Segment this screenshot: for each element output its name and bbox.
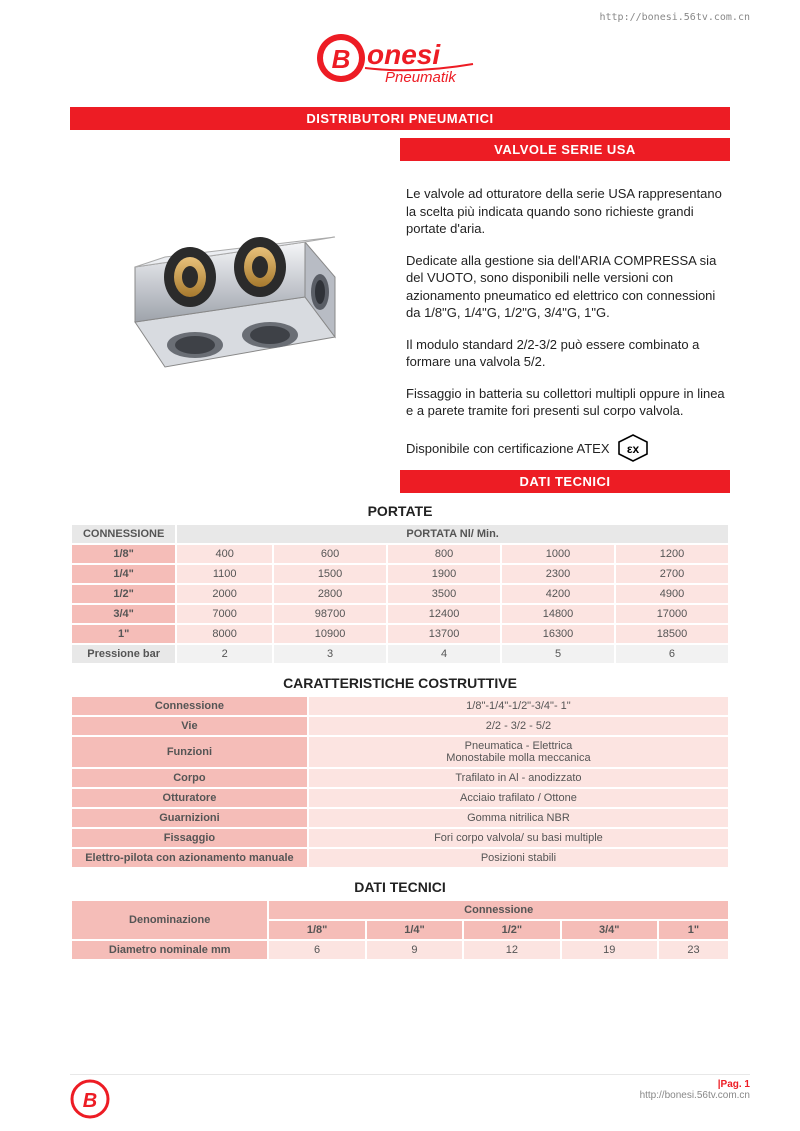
- caratt-val: 2/2 - 3/2 - 5/2: [308, 716, 729, 736]
- sub-title-bar: VALVOLE SERIE USA: [400, 138, 730, 161]
- caratt-key: Vie: [71, 716, 308, 736]
- portate-cell: 18500: [615, 624, 729, 644]
- dati-cell: 9: [366, 940, 463, 960]
- main-title-bar: DISTRIBUTORI PNEUMATICI: [70, 107, 730, 130]
- portate-conn: 1": [71, 624, 176, 644]
- page-number: |Pag. 1: [718, 1079, 750, 1090]
- portate-cell: 16300: [501, 624, 615, 644]
- portate-cell: 400: [176, 544, 273, 564]
- caratt-key: Corpo: [71, 768, 308, 788]
- portate-cell: 2700: [615, 564, 729, 584]
- portate-press-cell: 2: [176, 644, 273, 664]
- atex-icon: εx: [618, 434, 648, 462]
- dati-head-denom: Denominazione: [71, 900, 268, 940]
- paragraph-3: Il modulo standard 2/2-3/2 può essere co…: [406, 336, 730, 371]
- portate-press-cell: 6: [615, 644, 729, 664]
- portate-title: PORTATE: [70, 503, 730, 519]
- dati-col: 1/4": [366, 920, 463, 940]
- portate-cell: 800: [387, 544, 501, 564]
- caratt-val: Fori corpo valvola/ su basi multiple: [308, 828, 729, 848]
- caratt-val: Trafilato in Al - anodizzato: [308, 768, 729, 788]
- portate-cell: 2000: [176, 584, 273, 604]
- portate-cell: 1100: [176, 564, 273, 584]
- portate-cell: 4900: [615, 584, 729, 604]
- dati-col: 1": [658, 920, 729, 940]
- paragraph-4: Fissaggio in batteria su collettori mult…: [406, 385, 730, 420]
- svg-text:B: B: [332, 44, 351, 74]
- portate-cell: 12400: [387, 604, 501, 624]
- portate-press-cell: 5: [501, 644, 615, 664]
- product-image: [70, 167, 400, 462]
- dati-row-label: Diametro nominale mm: [71, 940, 268, 960]
- description-text: Le valvole ad otturatore della serie USA…: [400, 167, 730, 462]
- portate-cell: 8000: [176, 624, 273, 644]
- dati-tecnici-table: DenominazioneConnessione1/8"1/4"1/2"3/4"…: [70, 899, 730, 961]
- dati-cell: 19: [561, 940, 658, 960]
- portate-cell: 3500: [387, 584, 501, 604]
- portate-cell: 98700: [273, 604, 387, 624]
- caratt-val: Acciaio trafilato / Ottone: [308, 788, 729, 808]
- paragraph-2: Dedicate alla gestione sia dell'ARIA COM…: [406, 252, 730, 322]
- brand-logo: B onesi Pneumatik: [70, 30, 730, 95]
- brand-sub: Pneumatik: [385, 69, 457, 86]
- caratt-val: 1/8"-1/4"-1/2"-3/4"- 1": [308, 696, 729, 716]
- dati-col: 1/8": [268, 920, 365, 940]
- caratt-key: Funzioni: [71, 736, 308, 768]
- portate-cell: 1900: [387, 564, 501, 584]
- portate-cell: 2800: [273, 584, 387, 604]
- dati-col: 3/4": [561, 920, 658, 940]
- portate-cell: 4200: [501, 584, 615, 604]
- portate-cell: 10900: [273, 624, 387, 644]
- portate-cell: 2300: [501, 564, 615, 584]
- caratt-key: Elettro-pilota con azionamento manuale: [71, 848, 308, 868]
- footer-logo: B: [70, 1079, 110, 1119]
- svg-text:εx: εx: [626, 442, 639, 456]
- portate-cell: 14800: [501, 604, 615, 624]
- dati-col: 1/2": [463, 920, 560, 940]
- caratteristiche-title: CARATTERISTICHE COSTRUTTIVE: [70, 675, 730, 691]
- portate-cell: 1200: [615, 544, 729, 564]
- caratt-key: Connessione: [71, 696, 308, 716]
- brand-name: onesi: [367, 39, 441, 70]
- portate-cell: 17000: [615, 604, 729, 624]
- caratt-val: Gomma nitrilica NBR: [308, 808, 729, 828]
- portate-table: CONNESSIONEPORTATA Nl/ Min.1/8"400600800…: [70, 523, 730, 665]
- caratt-val: Pneumatica - ElettricaMonostabile molla …: [308, 736, 729, 768]
- portate-press-label: Pressione bar: [71, 644, 176, 664]
- portate-cell: 13700: [387, 624, 501, 644]
- dati-tecnici-title: DATI TECNICI: [70, 879, 730, 895]
- dati-head-conn: Connessione: [268, 900, 729, 920]
- paragraph-5: Disponibile con certificazione ATEX: [406, 441, 610, 456]
- caratteristiche-table: Connessione1/8"-1/4"-1/2"-3/4"- 1"Vie2/2…: [70, 695, 730, 869]
- portate-head-val: PORTATA Nl/ Min.: [176, 524, 729, 544]
- portate-cell: 600: [273, 544, 387, 564]
- portate-conn: 1/8": [71, 544, 176, 564]
- portate-head-conn: CONNESSIONE: [71, 524, 176, 544]
- dati-tecnici-bar: DATI TECNICI: [400, 470, 730, 493]
- portate-cell: 1000: [501, 544, 615, 564]
- portate-cell: 7000: [176, 604, 273, 624]
- caratt-key: Guarnizioni: [71, 808, 308, 828]
- caratt-key: Fissaggio: [71, 828, 308, 848]
- paragraph-1: Le valvole ad otturatore della serie USA…: [406, 185, 730, 238]
- portate-press-cell: 4: [387, 644, 501, 664]
- caratt-val: Posizioni stabili: [308, 848, 729, 868]
- svg-text:B: B: [83, 1090, 97, 1112]
- portate-conn: 1/2": [71, 584, 176, 604]
- dati-cell: 6: [268, 940, 365, 960]
- portate-conn: 3/4": [71, 604, 176, 624]
- top-url: http://bonesi.56tv.com.cn: [599, 12, 750, 23]
- dati-cell: 12: [463, 940, 560, 960]
- portate-conn: 1/4": [71, 564, 176, 584]
- portate-cell: 1500: [273, 564, 387, 584]
- caratt-key: Otturatore: [71, 788, 308, 808]
- portate-press-cell: 3: [273, 644, 387, 664]
- footer-url: http://bonesi.56tv.com.cn: [640, 1090, 750, 1101]
- dati-cell: 23: [658, 940, 729, 960]
